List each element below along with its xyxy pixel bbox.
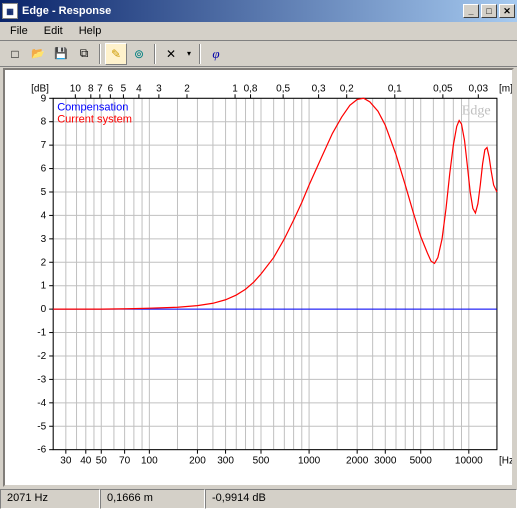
- svg-text:0: 0: [41, 304, 47, 315]
- svg-text:-2: -2: [37, 351, 46, 362]
- svg-text:30: 30: [60, 456, 72, 467]
- open-glyph: 📂: [31, 47, 45, 60]
- svg-text:2: 2: [184, 83, 190, 94]
- save-icon[interactable]: 💾: [50, 43, 72, 65]
- maximize-button[interactable]: □: [481, 4, 497, 18]
- phi-glyph: φ: [212, 46, 219, 62]
- menubar: File Edit Help: [0, 22, 517, 41]
- svg-text:0,3: 0,3: [312, 83, 326, 94]
- toolbar-separator: [99, 44, 101, 64]
- svg-text:Edge: Edge: [462, 102, 491, 118]
- svg-text:1: 1: [232, 83, 238, 94]
- menu-file[interactable]: File: [2, 23, 36, 39]
- phi-icon[interactable]: φ: [205, 43, 227, 65]
- svg-text:0,03: 0,03: [469, 83, 489, 94]
- scope-glyph: ⊚: [134, 47, 144, 61]
- svg-text:300: 300: [217, 456, 234, 467]
- close-button[interactable]: ✕: [499, 4, 515, 18]
- svg-text:5: 5: [41, 187, 47, 198]
- app-icon: ▦: [2, 3, 18, 19]
- svg-text:0,5: 0,5: [276, 83, 290, 94]
- svg-text:8: 8: [41, 117, 47, 128]
- window-title: Edge - Response: [22, 5, 461, 17]
- menu-edit[interactable]: Edit: [36, 23, 71, 39]
- svg-text:2000: 2000: [346, 456, 369, 467]
- svg-text:7: 7: [41, 140, 47, 151]
- svg-text:[Hz]: [Hz]: [499, 456, 512, 467]
- response-chart: 10876543210,80,50,30,20,10,050,03[m]3040…: [5, 70, 512, 485]
- svg-text:[dB]: [dB]: [31, 83, 49, 94]
- new-icon[interactable]: □: [4, 43, 26, 65]
- svg-text:3000: 3000: [374, 456, 397, 467]
- dropdown-icon[interactable]: ▾: [183, 43, 195, 65]
- cut-glyph: ✕: [166, 47, 176, 61]
- svg-text:3: 3: [41, 234, 47, 245]
- svg-text:40: 40: [80, 456, 92, 467]
- svg-text:[m]: [m]: [499, 83, 512, 94]
- window-controls: _ □ ✕: [461, 4, 515, 18]
- svg-text:Current system: Current system: [57, 113, 132, 125]
- svg-text:1: 1: [41, 281, 47, 292]
- svg-text:Compensation: Compensation: [57, 101, 128, 113]
- svg-text:2: 2: [41, 257, 47, 268]
- svg-text:4: 4: [41, 210, 47, 221]
- cut-icon[interactable]: ✕: [160, 43, 182, 65]
- save-glyph: 💾: [54, 47, 68, 60]
- svg-text:1000: 1000: [298, 456, 321, 467]
- svg-text:500: 500: [253, 456, 270, 467]
- dd-glyph: ▾: [187, 49, 191, 58]
- new-glyph: □: [11, 47, 18, 61]
- svg-text:4: 4: [136, 83, 142, 94]
- svg-text:0,05: 0,05: [433, 83, 453, 94]
- svg-text:8: 8: [88, 83, 94, 94]
- svg-text:6: 6: [41, 164, 47, 175]
- svg-text:0,8: 0,8: [244, 83, 258, 94]
- status-db: -0,9914 dB: [205, 489, 517, 509]
- svg-text:6: 6: [108, 83, 114, 94]
- svg-text:200: 200: [189, 456, 206, 467]
- pen-glyph: ✎: [111, 47, 121, 61]
- statusbar: 2071 Hz 0,1666 m -0,9914 dB: [0, 489, 517, 509]
- minimize-button[interactable]: _: [463, 4, 479, 18]
- scope-icon[interactable]: ⊚: [128, 43, 150, 65]
- svg-text:-3: -3: [37, 374, 46, 385]
- toolbar-separator: [154, 44, 156, 64]
- svg-text:-5: -5: [37, 421, 46, 432]
- chart-container: 10876543210,80,50,30,20,10,050,03[m]3040…: [3, 68, 514, 487]
- menu-help[interactable]: Help: [71, 23, 110, 39]
- svg-text:0,2: 0,2: [340, 83, 354, 94]
- copy-icon[interactable]: ⧉: [73, 43, 95, 65]
- status-distance: 0,1666 m: [100, 489, 205, 509]
- svg-text:70: 70: [119, 456, 131, 467]
- svg-text:-4: -4: [37, 398, 46, 409]
- titlebar[interactable]: ▦ Edge - Response _ □ ✕: [0, 0, 517, 22]
- toolbar: □ 📂 💾 ⧉ ✎ ⊚ ✕ ▾ φ: [0, 41, 517, 67]
- copy-glyph: ⧉: [80, 46, 89, 61]
- svg-text:5000: 5000: [410, 456, 433, 467]
- pen-icon[interactable]: ✎: [105, 43, 127, 65]
- svg-text:10: 10: [70, 83, 82, 94]
- status-frequency: 2071 Hz: [0, 489, 100, 509]
- open-icon[interactable]: 📂: [27, 43, 49, 65]
- svg-text:3: 3: [156, 83, 162, 94]
- svg-text:-6: -6: [37, 445, 46, 456]
- svg-text:0,1: 0,1: [388, 83, 402, 94]
- svg-text:9: 9: [41, 93, 47, 104]
- svg-text:7: 7: [97, 83, 103, 94]
- toolbar-separator: [199, 44, 201, 64]
- svg-text:100: 100: [141, 456, 158, 467]
- svg-text:-1: -1: [37, 328, 46, 339]
- svg-text:50: 50: [96, 456, 108, 467]
- svg-text:10000: 10000: [455, 456, 483, 467]
- svg-text:5: 5: [121, 83, 127, 94]
